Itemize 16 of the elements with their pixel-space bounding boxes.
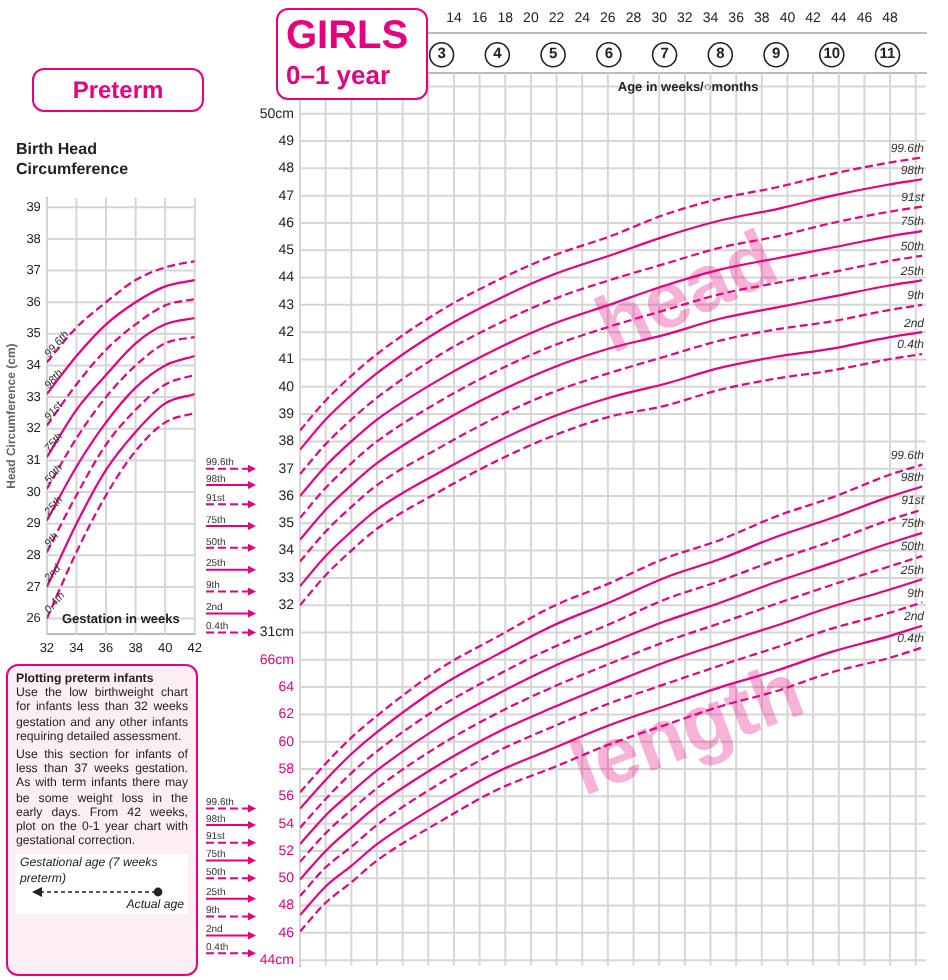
chart-title: Preterm — [32, 68, 204, 112]
line-series — [46, 373, 195, 554]
line-series — [46, 297, 195, 427]
line-series — [300, 230, 924, 498]
chart-subtitle: Birth Head Circumference — [16, 140, 131, 180]
annotation: length — [558, 646, 815, 814]
line-series — [46, 354, 195, 522]
chart-title: GIRLS — [286, 14, 411, 60]
line-series — [300, 205, 924, 476]
line-series — [46, 259, 195, 364]
line-series — [46, 335, 195, 490]
line-series — [46, 278, 195, 396]
line-series — [46, 316, 195, 459]
line-series — [46, 392, 195, 589]
chart-subtitle: 0–1 year — [286, 60, 393, 90]
annotation: head — [583, 214, 790, 371]
